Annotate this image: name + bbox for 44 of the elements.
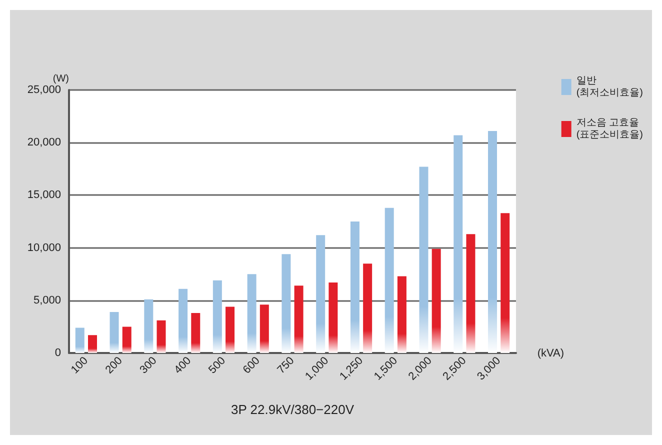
bar (419, 166, 428, 353)
y-tick-label: 15,000 (27, 189, 61, 202)
bar (384, 208, 394, 353)
bar (454, 135, 463, 353)
y-axis-title: (W) (52, 74, 69, 84)
bar (191, 313, 200, 353)
bar (212, 280, 222, 353)
bar (282, 254, 291, 353)
x-axis-title: 3P 22.9kV/380−220V (230, 402, 354, 417)
bar (294, 286, 304, 353)
y-tick-label: 5,000 (33, 294, 61, 306)
bar (110, 312, 119, 353)
bar (144, 299, 154, 353)
x-tick-label: 100 (68, 354, 90, 376)
x-tick-label: 600 (240, 354, 262, 376)
y-tick-label: 10,000 (27, 242, 61, 254)
bar (122, 326, 132, 353)
bar (178, 288, 188, 353)
bar (260, 304, 269, 353)
y-tick-label: 25,000 (27, 84, 61, 96)
x-tick-label: 300 (138, 354, 160, 376)
bar (350, 222, 360, 353)
bar (466, 234, 476, 353)
bar (316, 235, 326, 353)
bar (328, 282, 338, 353)
x-tick-label: 200 (103, 354, 125, 376)
bar (156, 320, 166, 353)
x-tick-label: 400 (172, 354, 194, 376)
bar (75, 328, 84, 353)
bar (432, 248, 441, 353)
y-tick-label: 20,000 (27, 136, 61, 149)
x-tick-label: 500 (206, 354, 228, 376)
bar (226, 306, 235, 353)
x-tick-label: 750 (275, 354, 297, 376)
bar (488, 131, 498, 353)
text: (kVA) (537, 348, 564, 360)
bar (88, 335, 97, 353)
bar (397, 276, 406, 353)
bar (247, 274, 256, 353)
bar (363, 264, 372, 353)
y-tick-label: 0 (54, 347, 61, 359)
bar (500, 213, 510, 353)
legend-label: 일반 (최저소비효율) (576, 76, 644, 98)
legend-label: 저소음 고효율 (표준소비효율) (576, 118, 644, 140)
